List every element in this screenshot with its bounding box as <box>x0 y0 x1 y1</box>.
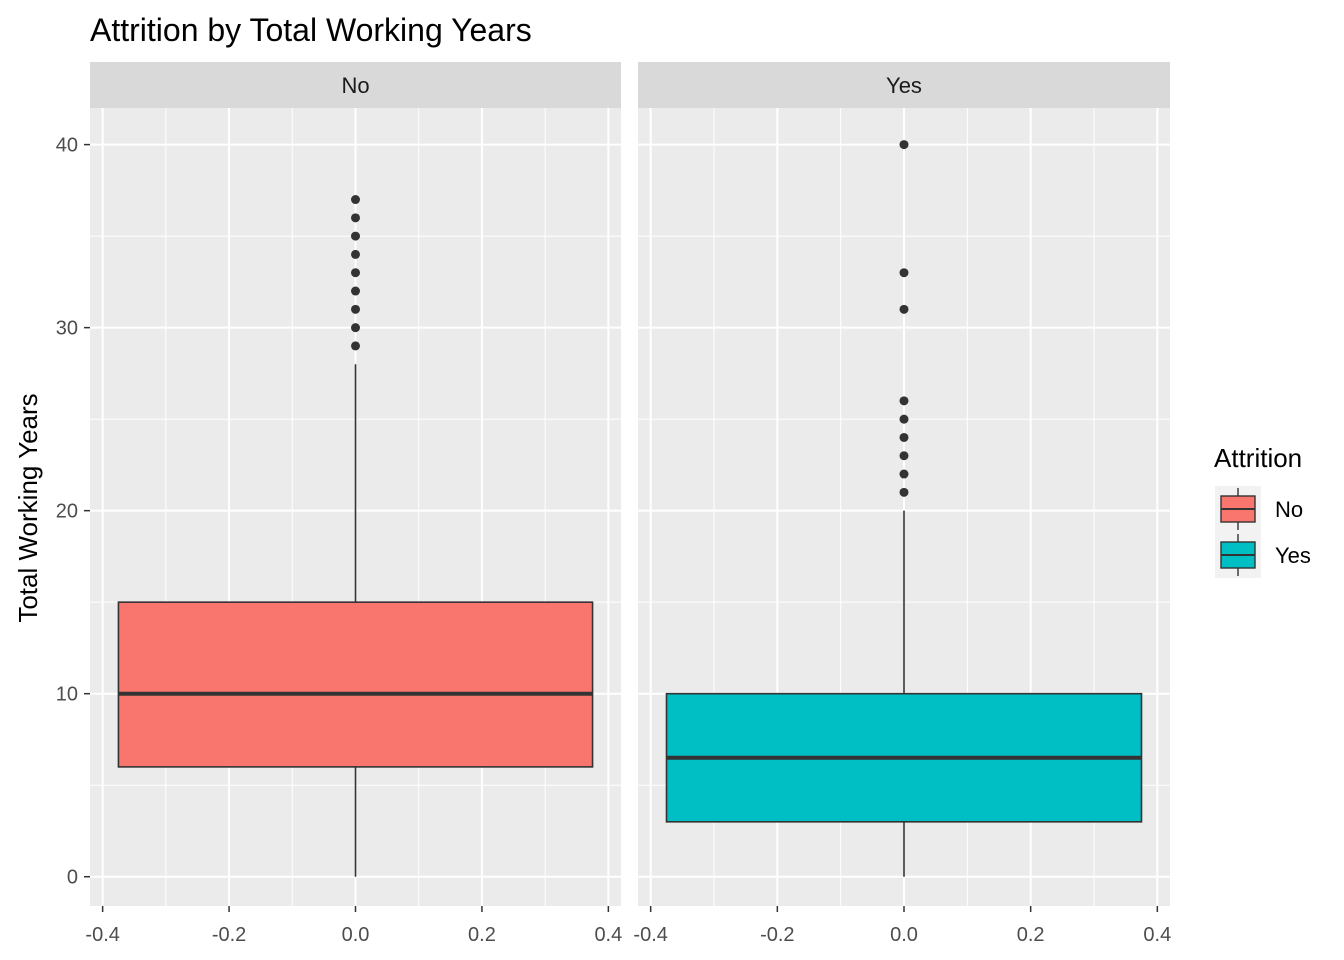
outlier-point <box>351 304 360 314</box>
outlier-point <box>351 195 360 205</box>
legend-title: Attrition <box>1214 443 1302 473</box>
outlier-point <box>351 286 360 296</box>
facet-panel-no: No -0.4 -0.2 0.0 0.2 0.4 0 10 20 30 40 <box>56 62 622 946</box>
y-tick-label: 0 <box>67 867 78 889</box>
chart-title: Attrition by Total Working Years <box>90 12 532 48</box>
facet-strip-label: Yes <box>886 73 922 98</box>
legend-item-no: No <box>1215 486 1303 532</box>
outlier-point <box>351 249 360 259</box>
facet-strip <box>90 62 621 108</box>
x-tick-label: -0.2 <box>212 924 246 946</box>
x-tick-label: 0.2 <box>1017 924 1045 946</box>
outlier-point <box>899 268 909 278</box>
outlier-point <box>351 268 360 278</box>
y-tick-label: 40 <box>56 135 78 157</box>
legend-item-label: No <box>1275 497 1303 522</box>
facet-panels: No -0.4 -0.2 0.0 0.2 0.4 0 10 20 30 40 Yes -0.4 -0.2 0… <box>56 62 1171 946</box>
legend-item-label: Yes <box>1275 543 1311 568</box>
x-tick-label: 0.0 <box>890 924 918 946</box>
x-tick-label: -0.2 <box>760 924 794 946</box>
outlier-point <box>899 451 909 461</box>
legend-item-yes: Yes <box>1215 532 1311 578</box>
y-axis-title: Total Working Years <box>13 393 43 622</box>
x-tick-label: 0.2 <box>468 924 496 946</box>
legend: Attrition No Yes <box>1214 443 1311 578</box>
y-tick-label: 10 <box>56 684 78 706</box>
x-tick-label: 0.0 <box>342 924 370 946</box>
outlier-point <box>351 231 360 241</box>
facet-panel-yes: Yes -0.4 -0.2 0.0 0.2 0.4 <box>633 62 1171 946</box>
outlier-point <box>899 469 909 479</box>
facet-strip-label: No <box>341 73 369 98</box>
outlier-point <box>899 304 909 314</box>
outlier-point <box>351 341 360 351</box>
outlier-point <box>899 487 909 497</box>
outlier-point <box>899 140 909 150</box>
y-tick-label: 20 <box>56 501 78 523</box>
outlier-point <box>899 414 909 424</box>
y-tick-label: 30 <box>56 318 78 340</box>
facet-strip <box>638 62 1170 108</box>
box-iqr <box>117 601 594 768</box>
x-tick-label: -0.4 <box>85 924 119 946</box>
outlier-point <box>899 432 909 442</box>
x-tick-label: 0.4 <box>1143 924 1171 946</box>
outlier-point <box>351 323 360 333</box>
x-tick-label: 0.4 <box>594 924 622 946</box>
outlier-point <box>351 213 360 223</box>
outlier-point <box>899 396 909 406</box>
x-tick-label: -0.4 <box>633 924 667 946</box>
